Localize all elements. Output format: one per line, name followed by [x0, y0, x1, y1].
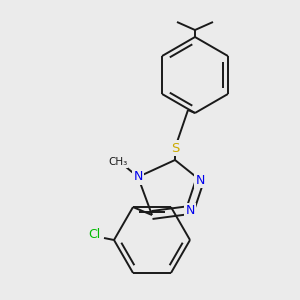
Text: N: N	[133, 170, 143, 184]
Text: Cl: Cl	[88, 229, 100, 242]
Text: N: N	[195, 173, 205, 187]
Text: Cl: Cl	[88, 229, 100, 242]
Text: CH₃: CH₃	[108, 157, 128, 167]
Text: N: N	[195, 173, 205, 187]
Text: S: S	[171, 142, 179, 154]
Text: CH₃: CH₃	[108, 157, 128, 167]
Text: S: S	[171, 142, 179, 154]
Text: N: N	[185, 203, 195, 217]
Text: N: N	[133, 170, 143, 184]
Text: N: N	[185, 203, 195, 217]
